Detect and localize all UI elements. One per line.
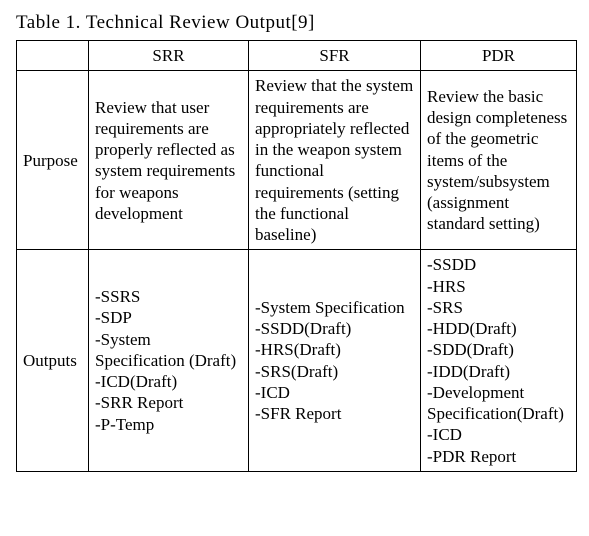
- cell-purpose-pdr: Review the basic design completeness of …: [421, 71, 577, 250]
- list-item: SRS(Draft): [255, 361, 414, 382]
- list-item: IDD(Draft): [427, 361, 570, 382]
- row-label-outputs: Outputs: [17, 250, 89, 472]
- list-item: SSDD(Draft): [255, 318, 414, 339]
- list-item: ICD(Draft): [95, 371, 242, 392]
- list-item: SFR Report: [255, 403, 414, 424]
- list-item: HDD(Draft): [427, 318, 570, 339]
- outputs-list-sfr: System SpecificationSSDD(Draft)HRS(Draft…: [255, 297, 414, 425]
- list-item: P-Temp: [95, 414, 242, 435]
- list-item: ICD: [255, 382, 414, 403]
- list-item: SDP: [95, 307, 242, 328]
- list-item: SRS: [427, 297, 570, 318]
- cell-purpose-sfr: Review that the system requirements are …: [249, 71, 421, 250]
- outputs-list-srr: SSRSSDPSystem Specification (Draft)ICD(D…: [95, 286, 242, 435]
- list-item: PDR Report: [427, 446, 570, 467]
- list-item: System Specification (Draft): [95, 329, 242, 372]
- outputs-list-pdr: SSDDHRSSRSHDD(Draft)SDD(Draft)IDD(Draft)…: [427, 254, 570, 467]
- technical-review-table: SRR SFR PDR Purpose Review that user req…: [16, 40, 577, 472]
- list-item: SDD(Draft): [427, 339, 570, 360]
- header-sfr: SFR: [249, 41, 421, 71]
- header-pdr: PDR: [421, 41, 577, 71]
- list-item: SSRS: [95, 286, 242, 307]
- row-label-purpose: Purpose: [17, 71, 89, 250]
- table-row: Outputs SSRSSDPSystem Specification (Dra…: [17, 250, 577, 472]
- list-item: HRS(Draft): [255, 339, 414, 360]
- table-header-row: SRR SFR PDR: [17, 41, 577, 71]
- table-caption: Table 1. Technical Review Output[9]: [16, 12, 577, 34]
- list-item: SSDD: [427, 254, 570, 275]
- cell-purpose-srr: Review that user requirements are proper…: [89, 71, 249, 250]
- cell-outputs-sfr: System SpecificationSSDD(Draft)HRS(Draft…: [249, 250, 421, 472]
- cell-outputs-pdr: SSDDHRSSRSHDD(Draft)SDD(Draft)IDD(Draft)…: [421, 250, 577, 472]
- header-empty: [17, 41, 89, 71]
- list-item: SRR Report: [95, 392, 242, 413]
- cell-outputs-srr: SSRSSDPSystem Specification (Draft)ICD(D…: [89, 250, 249, 472]
- list-item: HRS: [427, 276, 570, 297]
- table-row: Purpose Review that user requirements ar…: [17, 71, 577, 250]
- list-item: ICD: [427, 424, 570, 445]
- header-srr: SRR: [89, 41, 249, 71]
- list-item: System Specification: [255, 297, 414, 318]
- list-item: Development Specification(Draft): [427, 382, 570, 425]
